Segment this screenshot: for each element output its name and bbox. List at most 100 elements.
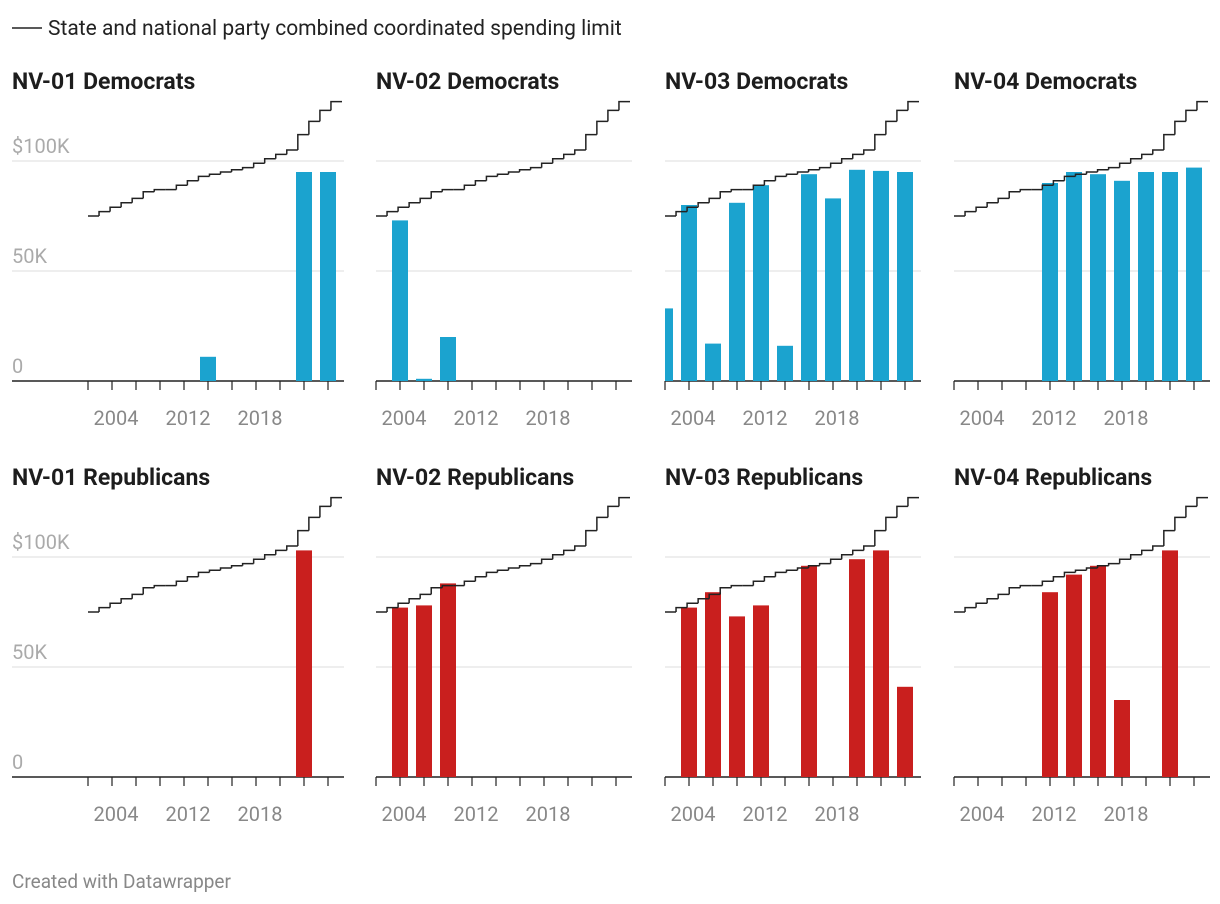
x-tick-label: 2012 (454, 406, 499, 430)
limit-step (607, 109, 619, 122)
limit-step (1107, 166, 1120, 170)
limit-step (529, 562, 542, 566)
panel: NV-04 Republicans 2004 2012 2018 (953, 464, 1210, 826)
limit-step (485, 571, 498, 577)
limit-step (1085, 171, 1098, 175)
bar (705, 343, 721, 381)
bar (440, 583, 456, 777)
limit-step (618, 100, 630, 111)
limit-step (529, 166, 542, 170)
x-tick-label: 2004 (960, 406, 1005, 430)
limit-step (885, 516, 897, 531)
limit-step (1008, 587, 1021, 595)
limit-step (1118, 162, 1131, 168)
limit-step (730, 584, 743, 588)
limit-step (986, 202, 999, 208)
bar (665, 308, 673, 381)
limit-step (263, 554, 276, 560)
panel-title: NV-02 Republicans (376, 464, 574, 491)
bar (825, 198, 841, 381)
limit-step (386, 210, 399, 216)
bar (296, 172, 312, 381)
limit-step (1196, 496, 1208, 507)
limit-step (562, 153, 575, 159)
bar (873, 550, 889, 777)
limit-step (574, 545, 586, 551)
limit-step (896, 505, 908, 518)
bar (1114, 180, 1130, 381)
limit-step (975, 206, 988, 212)
limit-step (186, 576, 199, 582)
limit-step (286, 545, 298, 551)
limit-step (686, 206, 699, 212)
bar (897, 686, 913, 777)
limit-step (975, 602, 988, 608)
limit-step (241, 562, 254, 566)
footer: Created with Datawrapper (12, 870, 231, 893)
panel: NV-02 Democrats 2004 2012 2018 (375, 68, 632, 430)
limit-step (907, 100, 919, 111)
bar (729, 202, 745, 381)
bars (392, 220, 456, 381)
limit-step (885, 120, 897, 135)
panel-title: NV-01 Republicans (12, 464, 210, 491)
x-tick-label: 2018 (526, 802, 571, 826)
x-tick-label: 2004 (94, 802, 139, 826)
panel: NV-01 Republicans 0 50K $100K 2004 2012 2018 (12, 464, 344, 826)
x-tick-label: 2018 (238, 802, 283, 826)
panel: NV-01 Democrats 0 50K $100K 2004 2012 2018 (12, 68, 344, 430)
limit-step (1163, 529, 1175, 546)
limit-step (1174, 120, 1186, 135)
limit-step (851, 549, 864, 555)
bar (416, 605, 432, 777)
limit-step (574, 149, 586, 155)
limit-step (585, 133, 597, 150)
limit-step (463, 580, 476, 586)
limit-step (863, 545, 875, 551)
x-tick-label: 2018 (1104, 802, 1149, 826)
y-tick-label: 0 (12, 750, 23, 774)
bar (777, 345, 793, 381)
bar (1090, 565, 1106, 777)
bar (1042, 183, 1058, 381)
limit-step (1163, 133, 1175, 150)
limit-step (1129, 158, 1142, 164)
limit-step (730, 188, 743, 192)
limit-step (1185, 109, 1197, 122)
limit-step (1185, 505, 1197, 518)
bar (801, 565, 817, 777)
panel-title: NV-02 Democrats (376, 68, 559, 95)
limit-step (507, 567, 520, 571)
x-tick-label: 2004 (382, 802, 427, 826)
bar (849, 559, 865, 777)
limit-step (1019, 584, 1032, 588)
limit-step (697, 202, 710, 208)
limit-step (297, 133, 309, 150)
limit-step (1063, 175, 1076, 181)
limit-step (1152, 545, 1164, 551)
limit-step (964, 210, 977, 216)
limit-step (408, 202, 421, 208)
limit-step (297, 529, 309, 546)
limit-step (607, 505, 619, 518)
limit-step (997, 197, 1010, 203)
limit-step (785, 173, 798, 177)
limit-step (840, 158, 853, 164)
y-tick-label: 50K (12, 244, 47, 268)
limit-step (1096, 565, 1109, 568)
limit-step (829, 162, 842, 168)
limit-step (851, 153, 864, 159)
x-tick-label: 2018 (1104, 406, 1149, 430)
limit-step (1052, 180, 1065, 186)
limit-step (1074, 569, 1087, 573)
limit-step (719, 191, 732, 199)
limit-step (252, 558, 265, 564)
bar (849, 169, 865, 381)
limit-step (241, 166, 254, 170)
limit-step (874, 133, 886, 150)
y-tick-label: 50K (12, 640, 47, 664)
limit-step (219, 171, 232, 175)
limit-step (807, 169, 820, 172)
limit-step (397, 602, 410, 608)
